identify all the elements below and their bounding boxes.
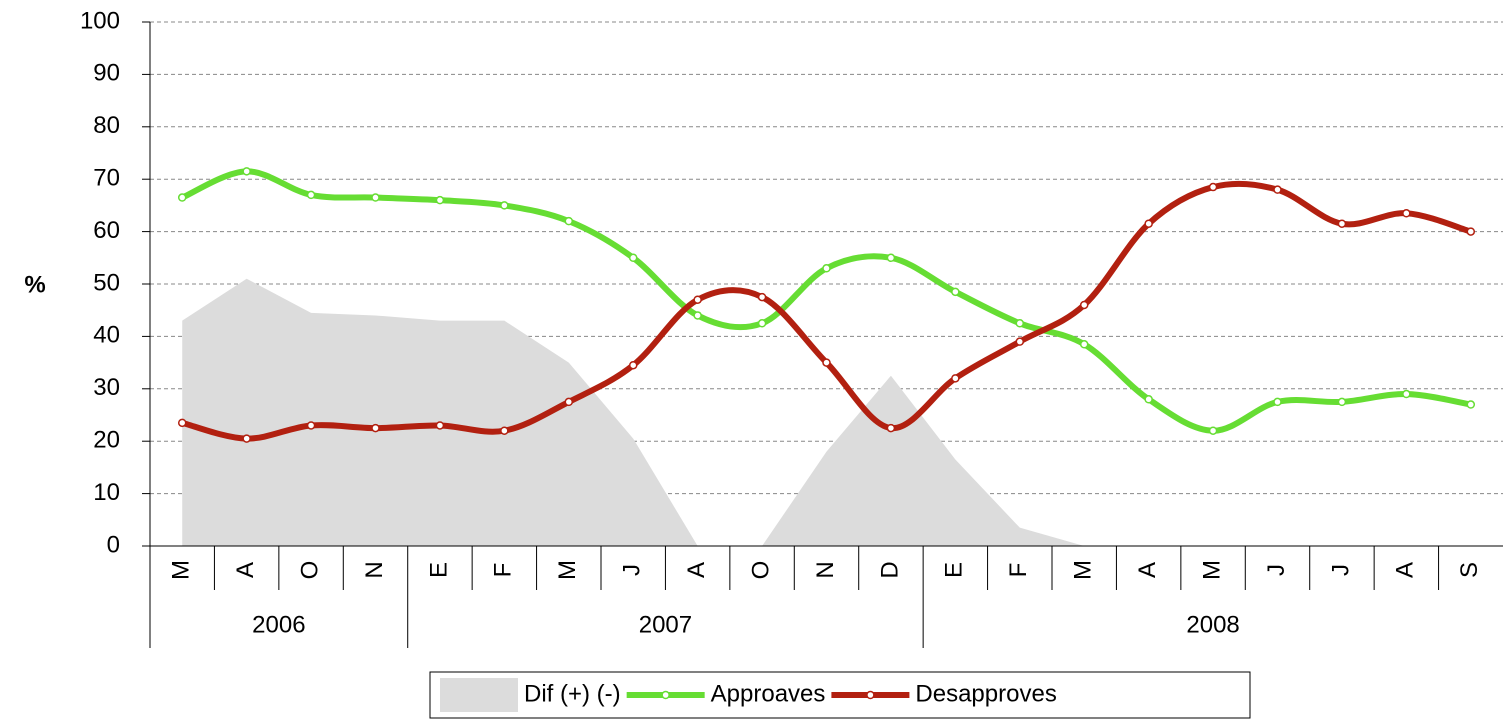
marker: [1144, 395, 1153, 404]
marker: [886, 253, 896, 263]
marker: [1015, 337, 1025, 346]
marker: [1015, 319, 1025, 328]
y-tick-label: 20: [93, 427, 120, 454]
marker: [1402, 209, 1411, 218]
x-tick-label: A: [232, 562, 259, 578]
y-tick-label: 40: [93, 322, 120, 349]
y-tick-label: 100: [80, 7, 120, 34]
marker: [886, 423, 896, 433]
y-tick-label: 0: [107, 531, 120, 558]
x-tick-label: A: [1392, 562, 1419, 578]
area: [182, 278, 1471, 546]
y-tick-label: 50: [93, 269, 120, 296]
marker: [306, 421, 316, 430]
marker: [435, 195, 445, 205]
x-tick-label: M: [1198, 560, 1225, 580]
y-axis-label: %: [24, 271, 45, 298]
marker: [177, 193, 187, 202]
y-tick-label: 80: [93, 112, 120, 139]
x-tick-label: N: [812, 561, 839, 578]
x-tick-label: O: [747, 561, 774, 580]
marker: [1079, 300, 1089, 310]
marker: [500, 426, 509, 435]
marker: [371, 423, 380, 433]
marker: [1273, 185, 1282, 194]
marker: [1144, 219, 1153, 228]
x-tick-label: D: [876, 561, 903, 578]
x-tick-label: N: [361, 561, 388, 578]
x-tick-label: M: [554, 560, 581, 580]
marker: [951, 287, 960, 297]
marker: [435, 421, 445, 430]
marker: [757, 319, 767, 328]
legend-marker: [661, 690, 670, 700]
x-tick-label: M: [168, 560, 195, 580]
y-tick-label: 10: [93, 479, 120, 506]
x-tick-label: F: [490, 563, 517, 578]
marker: [1337, 397, 1347, 407]
marker: [757, 292, 767, 302]
marker: [628, 253, 638, 263]
x-tick-label: O: [296, 561, 323, 580]
legend-label: Dif (+) (-): [524, 680, 621, 707]
marker: [951, 374, 960, 383]
marker: [1402, 389, 1411, 399]
legend-swatch: [440, 678, 518, 712]
x-tick-label: E: [425, 562, 452, 578]
marker: [1466, 227, 1476, 236]
y-tick-label: 60: [93, 217, 120, 244]
marker: [628, 360, 638, 370]
marker: [177, 418, 187, 428]
legend-marker: [866, 690, 875, 700]
marker: [306, 190, 316, 200]
year-label: 2006: [252, 611, 305, 638]
x-tick-label: F: [1005, 563, 1032, 578]
marker: [1466, 400, 1476, 409]
x-tick-label: A: [1134, 562, 1161, 578]
marker: [500, 201, 509, 210]
marker: [693, 295, 702, 304]
marker: [564, 397, 574, 407]
y-tick-label: 70: [93, 165, 120, 192]
x-tick-label: S: [1456, 562, 1483, 578]
y-tick-label: 90: [93, 60, 120, 87]
marker: [1273, 397, 1282, 407]
marker: [1337, 219, 1347, 228]
marker: [564, 216, 574, 226]
marker: [1208, 426, 1218, 435]
marker: [242, 434, 251, 443]
marker: [693, 311, 702, 320]
legend-label: Approaves: [711, 680, 826, 707]
x-tick-label: J: [1327, 564, 1354, 576]
marker: [371, 193, 380, 202]
marker: [1208, 182, 1218, 192]
year-label: 2008: [1186, 611, 1239, 638]
year-label: 2007: [639, 611, 692, 638]
x-tick-label: E: [941, 562, 968, 578]
marker: [822, 264, 831, 273]
legend-label: Desapproves: [915, 680, 1056, 707]
x-tick-label: A: [683, 562, 710, 578]
marker: [1079, 340, 1089, 349]
x-tick-label: J: [619, 564, 646, 576]
marker: [822, 358, 831, 367]
marker: [242, 167, 251, 176]
y-tick-label: 30: [93, 374, 120, 401]
x-tick-label: J: [1263, 564, 1290, 576]
x-tick-label: M: [1070, 560, 1097, 580]
